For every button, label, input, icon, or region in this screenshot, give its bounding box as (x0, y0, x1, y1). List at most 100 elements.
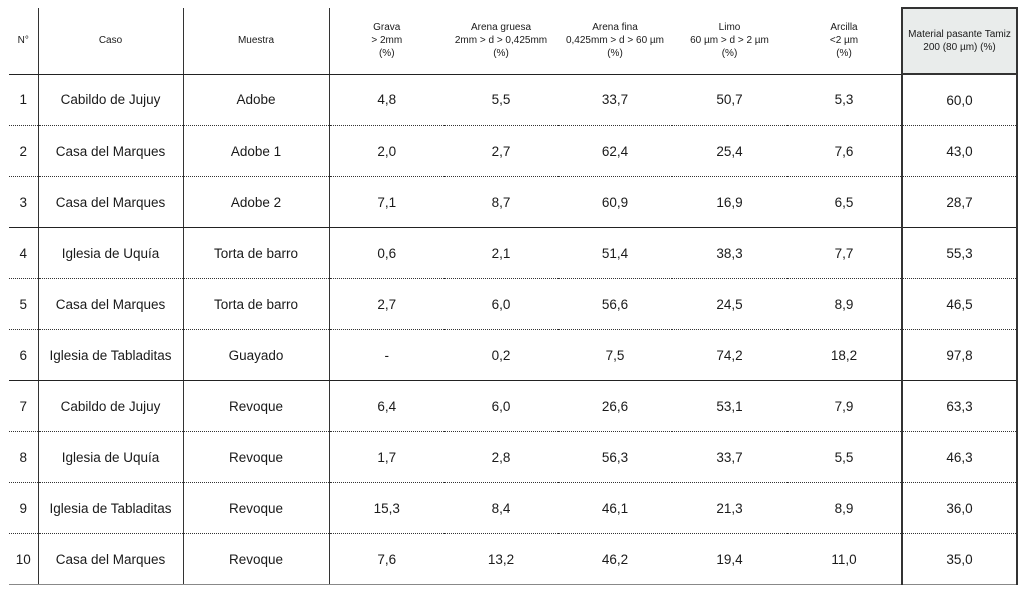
grava-cell: 6,4 (329, 380, 444, 432)
header-arcilla: Arcilla <2 µm (%) (787, 8, 902, 75)
row-number: 8 (9, 431, 39, 483)
header-arcilla-line: <2 µm (829, 35, 859, 47)
table-row: 2 Casa del Marques Adobe 1 2,0 2,7 62,4 25,4 7,… (9, 125, 1018, 177)
limo-cell: 19,4 (672, 533, 787, 585)
arcilla-cell: 5,3 (787, 74, 902, 126)
arcilla-cell: 8,9 (787, 278, 902, 330)
row-number: 9 (9, 482, 39, 534)
granulometry-table: N° Caso Muestra Grava > 2mm (%) Arena gr… (9, 7, 1018, 585)
muestra-cell: Guayado (183, 329, 330, 381)
header-caso: Caso (38, 8, 184, 75)
arcilla-cell: 6,5 (787, 176, 902, 228)
limo-cell: 74,2 (672, 329, 787, 381)
table-row: 7 Cabildo de Jujuy Revoque 6,4 6,0 26,6 53,1 7,… (9, 380, 1018, 432)
row-number: 1 (9, 74, 39, 126)
header-arcilla-line: (%) (836, 48, 852, 60)
caso-cell: Casa del Marques (38, 278, 184, 330)
header-arena-fina-line: Arena fina (592, 22, 638, 34)
table-body: 1 Cabildo de Jujuy Adobe 4,8 5,5 33,7 50,7 5,3 6… (9, 74, 1018, 585)
arena-fina-cell: 51,4 (558, 227, 672, 279)
header-row: N° Caso Muestra Grava > 2mm (%) Arena gr… (9, 7, 1018, 75)
material-pasante-cell: 36,0 (901, 482, 1018, 534)
arcilla-cell: 7,9 (787, 380, 902, 432)
arcilla-cell: 5,5 (787, 431, 902, 483)
material-pasante-cell: 43,0 (901, 125, 1018, 177)
arena-gruesa-cell: 8,7 (444, 176, 558, 228)
header-arena-fina: Arena fina 0,425mm > d > 60 µm (%) (558, 8, 672, 75)
grava-cell: 4,8 (329, 74, 444, 126)
grava-cell: 0,6 (329, 227, 444, 279)
muestra-cell: Torta de barro (183, 278, 330, 330)
limo-cell: 50,7 (672, 74, 787, 126)
header-limo-line: 60 µm > d > 2 µm (690, 35, 769, 47)
header-grava-line: (%) (378, 48, 395, 60)
header-material-pasante: Material pasante Tamiz 200 (80 µm) (%) (901, 7, 1018, 75)
header-limo-line: (%) (721, 48, 738, 60)
grava-cell: - (329, 329, 444, 381)
arena-gruesa-cell: 2,8 (444, 431, 558, 483)
table-row: 1 Cabildo de Jujuy Adobe 4,8 5,5 33,7 50,7 5,3 6… (9, 74, 1018, 126)
arena-gruesa-cell: 2,1 (444, 227, 558, 279)
header-arena-gruesa-line: Arena gruesa (470, 22, 532, 34)
material-pasante-cell: 97,8 (901, 329, 1018, 381)
caso-cell: Cabildo de Jujuy (38, 380, 184, 432)
row-number: 7 (9, 380, 39, 432)
muestra-cell: Revoque (183, 380, 330, 432)
row-number: 3 (9, 176, 39, 228)
header-arena-gruesa-line: (%) (493, 48, 509, 60)
material-pasante-cell: 60,0 (901, 74, 1018, 126)
arena-gruesa-cell: 6,0 (444, 380, 558, 432)
header-grava-line: Grava (373, 22, 401, 34)
arena-gruesa-cell: 8,4 (444, 482, 558, 534)
arena-fina-cell: 33,7 (558, 74, 672, 126)
table-row: 3 Casa del Marques Adobe 2 7,1 8,7 60,9 16,9 6,… (9, 176, 1018, 228)
grava-cell: 1,7 (329, 431, 444, 483)
arcilla-cell: 11,0 (787, 533, 902, 585)
grava-cell: 7,6 (329, 533, 444, 585)
arena-fina-cell: 7,5 (558, 329, 672, 381)
material-pasante-cell: 46,5 (901, 278, 1018, 330)
arena-gruesa-cell: 5,5 (444, 74, 558, 126)
arena-fina-cell: 46,1 (558, 482, 672, 534)
arena-gruesa-cell: 0,2 (444, 329, 558, 381)
header-n: N° (9, 8, 39, 75)
header-grava-line: > 2mm (371, 35, 403, 47)
header-arena-fina-line: 0,425mm > d > 60 µm (565, 35, 665, 47)
limo-cell: 24,5 (672, 278, 787, 330)
header-arena-fina-line: (%) (607, 48, 623, 60)
limo-cell: 25,4 (672, 125, 787, 177)
arcilla-cell: 7,6 (787, 125, 902, 177)
caso-cell: Iglesia de Uquía (38, 227, 184, 279)
header-arena-gruesa: Arena gruesa 2mm > d > 0,425mm (%) (444, 8, 558, 75)
header-arcilla-line: Arcilla (830, 22, 858, 34)
muestra-cell: Revoque (183, 533, 330, 585)
arena-fina-cell: 62,4 (558, 125, 672, 177)
header-grava: Grava > 2mm (%) (329, 8, 444, 75)
limo-cell: 53,1 (672, 380, 787, 432)
caso-cell: Casa del Marques (38, 125, 184, 177)
grava-cell: 2,7 (329, 278, 444, 330)
table-row: 5 Casa del Marques Torta de barro 2,7 6,0 56,… (9, 278, 1018, 330)
muestra-cell: Revoque (183, 482, 330, 534)
material-pasante-cell: 55,3 (901, 227, 1018, 279)
row-number: 6 (9, 329, 39, 381)
material-pasante-cell: 28,7 (901, 176, 1018, 228)
table-row: 4 Iglesia de Uquía Torta de barro 0,6 2,1 51,… (9, 227, 1018, 279)
caso-cell: Iglesia de Uquía (38, 431, 184, 483)
material-pasante-cell: 46,3 (901, 431, 1018, 483)
table-row: 8 Iglesia de Uquía Revoque 1,7 2,8 56,3 33,7 5,… (9, 431, 1018, 483)
arcilla-cell: 7,7 (787, 227, 902, 279)
arena-fina-cell: 56,3 (558, 431, 672, 483)
limo-cell: 21,3 (672, 482, 787, 534)
arcilla-cell: 8,9 (787, 482, 902, 534)
limo-cell: 38,3 (672, 227, 787, 279)
header-limo: Limo 60 µm > d > 2 µm (%) (672, 8, 787, 75)
row-number: 4 (9, 227, 39, 279)
muestra-cell: Adobe 1 (183, 125, 330, 177)
arena-gruesa-cell: 13,2 (444, 533, 558, 585)
header-muestra: Muestra (183, 8, 330, 75)
header-arena-gruesa-line: 2mm > d > 0,425mm (454, 35, 548, 47)
caso-cell: Iglesia de Tabladitas (38, 482, 184, 534)
table-row: 10 Casa del Marques Revoque 7,6 13,2 46,2 19,4… (9, 533, 1018, 585)
